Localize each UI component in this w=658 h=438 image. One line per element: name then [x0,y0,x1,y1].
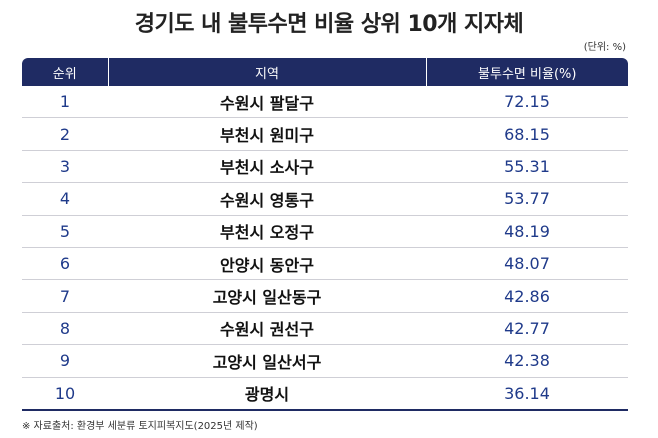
rank-cell: 5 [22,215,108,248]
region-cell: 고양시 일산서구 [108,344,426,378]
value-cell: 48.19 [426,215,628,248]
region-cell: 부천시 오정구 [108,215,426,248]
value-cell: 53.77 [426,182,628,216]
value-cell: 36.14 [426,377,628,411]
rank-cell: 1 [22,86,108,119]
column-header: 지역 [107,58,426,86]
rank-cell: 10 [22,377,108,411]
column-header: 불투수면 비율(%) [425,58,628,86]
rank-cell: 4 [22,182,108,216]
title: 경기도 내 불투수면 비율 상위 10개 지자체 [134,12,524,37]
region-cell: 수원시 영통구 [108,182,426,216]
value-cell: 72.15 [426,86,628,119]
table-row: 6 안양시 동안구 48.07 [22,247,628,281]
table-row: 9 고양시 일산서구 42.38 [22,344,628,378]
unit-note: (단위: %) [583,42,626,53]
table-row: 4 수원시 영통구 53.77 [22,182,628,216]
value-cell: 55.31 [426,150,628,184]
table-row: 3 부천시 소사구 55.31 [22,150,628,184]
rank-cell: 9 [22,344,108,378]
value-cell: 42.38 [426,344,628,378]
table-row: 8 수원시 권선구 42.77 [22,312,628,346]
rank-cell: 2 [22,117,108,151]
table-row: 7 고양시 일산동구 42.86 [22,279,628,313]
value-cell: 48.07 [426,247,628,281]
column-header: 순위 [22,58,108,86]
region-cell: 부천시 원미구 [108,117,426,151]
region-cell: 고양시 일산동구 [108,279,426,313]
region-cell: 수원시 팔달구 [108,86,426,119]
table-row: 1 수원시 팔달구 72.15 [22,86,628,119]
rank-cell: 3 [22,150,108,184]
ranking-table: 순위 지역 불투수면 비율(%) 1 수원시 팔달구 72.15 2 부천시 원미구 68.1… [22,58,628,411]
table-body: 1 수원시 팔달구 72.15 2 부천시 원미구 68.15 3 부천시 소사구 55.31 4… [22,86,628,411]
region-cell: 광명시 [108,377,426,411]
region-cell: 부천시 소사구 [108,150,426,184]
value-cell: 42.77 [426,312,628,346]
value-cell: 68.15 [426,117,628,151]
source-note: ※ 자료출처: 환경부 세분류 토지피복지도(2025년 제작) [22,421,258,432]
region-cell: 안양시 동안구 [108,247,426,281]
value-cell: 42.86 [426,279,628,313]
table-row: 2 부천시 원미구 68.15 [22,117,628,151]
rank-cell: 6 [22,247,108,281]
table-row: 5 부천시 오정구 48.19 [22,215,628,248]
rank-cell: 7 [22,279,108,313]
region-cell: 수원시 권선구 [108,312,426,346]
rank-cell: 8 [22,312,108,346]
header-row: 순위 지역 불투수면 비율(%) [22,58,628,86]
table-row: 10 광명시 36.14 [22,377,628,411]
